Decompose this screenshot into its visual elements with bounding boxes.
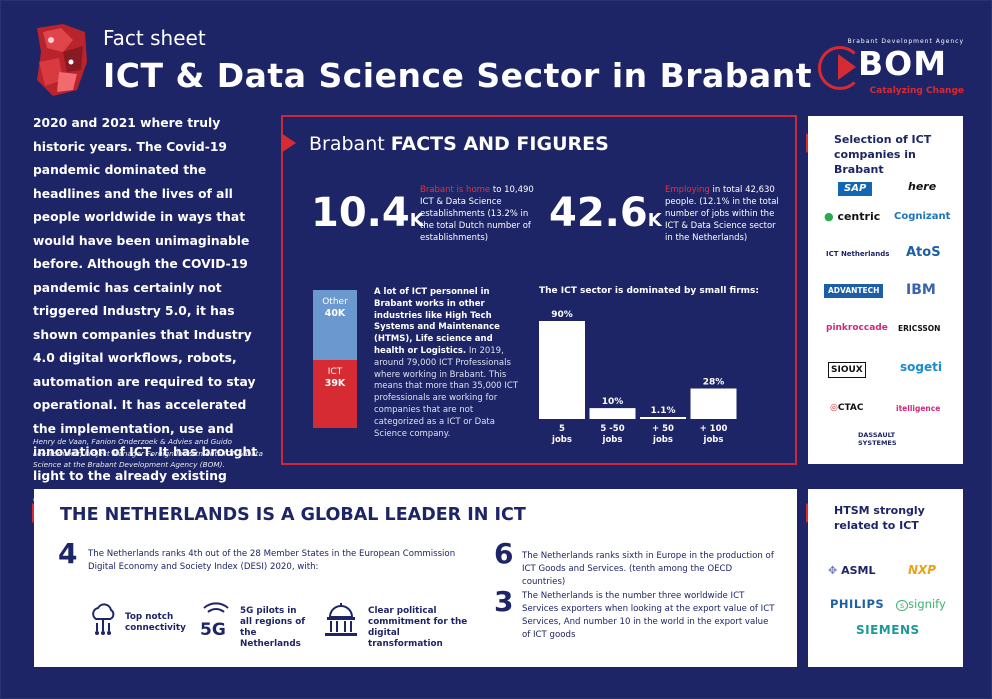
sogeti-logo: sogeti <box>900 360 942 374</box>
authors-credit: Henry de Vaan, Fanion Onderzoek & Advies… <box>33 437 263 469</box>
dassault-logo: DASSAULT SYSTEMES <box>858 431 897 447</box>
ict-personnel-bold: A lot of ICT personnel in Brabant works … <box>374 287 500 356</box>
bar-value-label-3: 28% <box>703 378 725 388</box>
ict-segment <box>313 360 357 428</box>
category-label-2-1: jobs <box>652 435 673 445</box>
sioux-logo: SIOUX <box>828 362 866 378</box>
rank-3-text: The Netherlands is the number three worl… <box>522 591 775 640</box>
ctac-logo: ◎CTAC <box>830 403 864 413</box>
companies-title: Selection of ICT companies in Brabant <box>834 133 932 176</box>
category-label-3-0: + 100 <box>700 424 728 434</box>
ericsson-logo: ERICSSON <box>898 324 941 333</box>
brabant-map-graphic <box>33 22 89 98</box>
page-kicker: Fact sheet <box>103 26 206 50</box>
here-logo: here <box>908 180 937 193</box>
itelligence-logo: itelligence <box>896 404 941 413</box>
centric-logo: ● centric <box>824 210 881 223</box>
stat-employment-text: Employing in total 42,630 people. (12.1%… <box>665 185 779 243</box>
ibm-logo: IBM <box>906 282 936 298</box>
stat-establishments-text: Brabant is home to 10,490 ICT & Data Sci… <box>420 185 534 243</box>
bar-2 <box>640 417 686 419</box>
facts-arrow-icon <box>281 133 296 153</box>
advantech-logo: ADVANTECH <box>824 284 884 298</box>
pillar-political-text: Clear political commitment for the digit… <box>368 606 468 649</box>
atos-logo: AtoS <box>906 245 941 260</box>
ict-vs-other-bar: Other 40K ICT 39K <box>313 290 357 428</box>
category-label-2-0: + 50 <box>652 424 674 434</box>
stat-employment-number: 42.6K <box>549 190 662 236</box>
htsm-panel: HTSM strongly related to ICT ✥ ASML NXP … <box>808 489 963 667</box>
philips-logo: PHILIPS <box>830 597 885 611</box>
government-building-icon <box>325 603 357 636</box>
cognizant-logo: Cognizant <box>894 211 951 222</box>
bar-1 <box>589 408 636 419</box>
category-label-1-0: 5 -50 <box>600 424 624 434</box>
category-label-0-0: 5 <box>559 424 565 434</box>
pinkroccade-logo: pinkroccade <box>826 323 888 333</box>
firm-size-chart-title: The ICT sector is dominated by small fir… <box>539 286 759 296</box>
global-leader-title: THE NETHERLANDS IS A GLOBAL LEADER IN IC… <box>60 505 526 525</box>
bar-value-label-2: 1.1% <box>651 406 676 416</box>
category-label-1-1: jobs <box>602 435 623 445</box>
pillar-5g-text: 5G pilots in all regions of the Netherla… <box>240 606 306 649</box>
bar-value-label-1: 10% <box>602 397 624 407</box>
global-leader-panel <box>34 489 797 667</box>
companies-panel: Selection of ICT companies in Brabant SA… <box>808 116 963 464</box>
page-title: ICT & Data Science Sector in Brabant <box>103 56 812 95</box>
stat-employment-highlight: Employing <box>665 185 710 195</box>
5g-icon: 5G <box>200 602 229 638</box>
bar-value-label-0: 90% <box>551 310 573 320</box>
bom-logo-ring <box>818 46 862 90</box>
category-label-0-1: jobs <box>551 435 572 445</box>
category-label-3-1: jobs <box>703 435 724 445</box>
bom-logo: Brabant Development Agency BOM Catalyzin… <box>818 38 968 100</box>
rank-6-text: The Netherlands ranks sixth in Europe in… <box>522 551 774 587</box>
bar-3 <box>690 388 737 419</box>
5g-badge-text: 5G <box>200 620 226 638</box>
stat-establishments-number: 10.4K <box>311 190 424 236</box>
agency-tagline: Catalyzing Change <box>869 86 964 96</box>
signify-logo: s signify <box>896 597 946 613</box>
rank-3-number: 3 <box>494 585 514 618</box>
facts-panel <box>281 115 797 465</box>
network-cloud-icon <box>92 603 115 635</box>
ict-personnel-text: A lot of ICT personnel in Brabant works … <box>374 287 519 439</box>
htsm-title: HTSM strongly related to ICT <box>834 504 925 532</box>
rank-4-number: 4 <box>58 537 78 570</box>
bar-0 <box>539 321 585 419</box>
bom-logo-word: BOM <box>858 44 948 83</box>
nxp-logo: NXP <box>908 563 937 577</box>
rank-4-text: The Netherlands ranks 4th out of the 28 … <box>88 549 456 572</box>
agency-label: Brabant Development Agency <box>847 38 964 45</box>
pillar-connectivity-text: Top notch connectivity <box>125 612 186 633</box>
asml-logo: ✥ ASML <box>828 564 876 577</box>
ict-netherlands-logo: ICT Netherlands <box>826 250 890 258</box>
bom-logo-triangle <box>838 54 856 80</box>
other-segment <box>313 290 357 360</box>
rank-6-number: 6 <box>494 537 514 570</box>
stat-establishments-highlight: Brabant is home <box>420 185 491 195</box>
other-segment-label: Other 40K <box>322 297 348 319</box>
facts-heading-prefix: Brabant <box>309 133 385 155</box>
siemens-logo: SIEMENS <box>856 623 920 637</box>
ict-segment-label: ICT 39K <box>324 367 346 389</box>
facts-heading-bold: FACTS AND FIGURES <box>390 133 609 155</box>
facts-heading: Brabant FACTS AND FIGURES <box>309 133 609 155</box>
sap-logo: SAP <box>838 182 873 196</box>
